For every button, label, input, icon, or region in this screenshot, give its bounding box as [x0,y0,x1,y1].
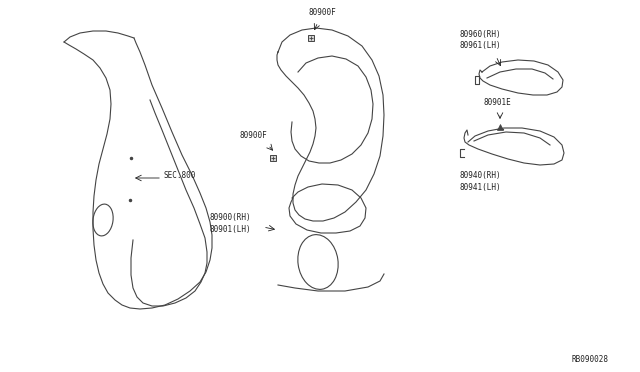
Text: 80901(LH): 80901(LH) [210,225,252,234]
Text: 80940(RH): 80940(RH) [460,171,502,180]
Text: 80901E: 80901E [484,98,512,107]
Text: RB090028: RB090028 [572,356,609,365]
Text: 80941(LH): 80941(LH) [460,183,502,192]
Text: 80960(RH): 80960(RH) [460,30,502,39]
Text: 80900F: 80900F [240,131,268,140]
Text: SEC.800: SEC.800 [164,170,196,180]
Text: 80900(RH): 80900(RH) [210,213,252,222]
Text: 80961(LH): 80961(LH) [460,41,502,50]
Text: 80900F: 80900F [308,8,336,17]
